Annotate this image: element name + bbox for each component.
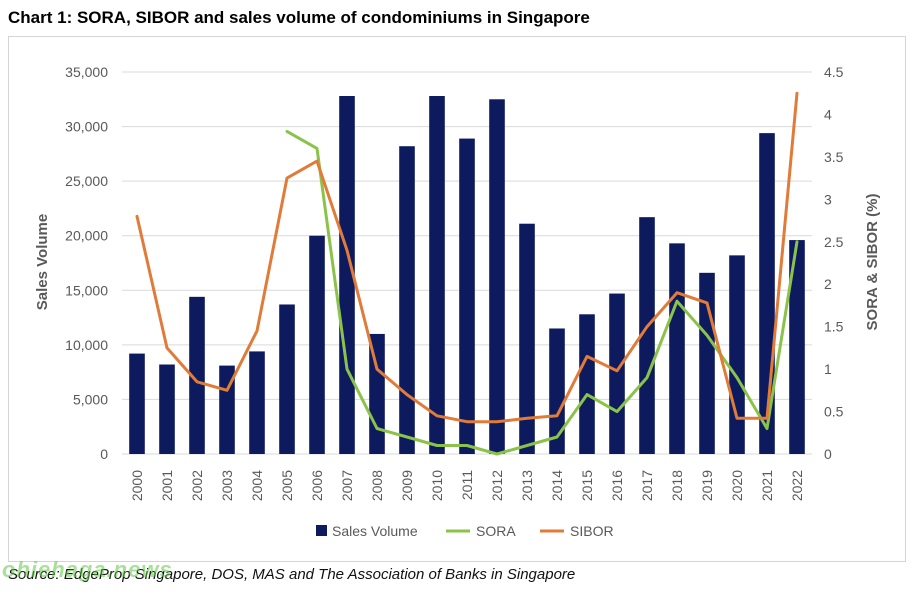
x-tick-label: 2006 xyxy=(309,470,325,501)
bar-sales-volume xyxy=(429,96,445,455)
y2-tick-label: 0.5 xyxy=(824,404,844,420)
y2-tick-label: 1 xyxy=(824,361,832,377)
x-tick-label: 2000 xyxy=(129,470,145,501)
bar-sales-volume xyxy=(399,146,415,454)
bar-sales-volume xyxy=(669,243,685,454)
bar-sales-volume xyxy=(129,353,145,454)
x-tick-label: 2011 xyxy=(459,470,475,500)
y2-tick-label: 3 xyxy=(824,191,832,207)
bar-sales-volume xyxy=(609,293,625,454)
source-note: Source: EdgeProp Singapore, DOS, MAS and… xyxy=(8,566,576,583)
bar-sales-volume xyxy=(519,223,535,454)
x-tick-label: 2005 xyxy=(279,470,295,501)
y-tick-label: 20,000 xyxy=(65,228,108,244)
x-tick-label: 2002 xyxy=(189,470,205,501)
x-tick-label: 2008 xyxy=(369,470,385,501)
y2-tick-label: 3.5 xyxy=(824,149,844,165)
chart-title: Chart 1: SORA, SIBOR and sales volume of… xyxy=(8,8,590,27)
y-tick-label: 25,000 xyxy=(65,173,108,189)
y2-tick-label: 4 xyxy=(824,106,832,122)
bar-sales-volume xyxy=(549,328,565,454)
bar-sales-volume xyxy=(459,138,475,454)
legend-label-sora: SORA xyxy=(476,523,516,539)
x-tick-label: 2021 xyxy=(759,470,775,501)
bar-sales-volume xyxy=(159,364,175,454)
x-tick-label: 2014 xyxy=(549,470,565,501)
x-tick-label: 2018 xyxy=(669,470,685,501)
x-tick-label: 2022 xyxy=(789,470,805,501)
y-tick-label: 30,000 xyxy=(65,119,108,135)
y-tick-label: 10,000 xyxy=(65,337,108,353)
y-axis-title: Sales Volume xyxy=(34,214,51,310)
x-tick-label: 2003 xyxy=(219,470,235,501)
x-tick-label: 2012 xyxy=(489,470,505,501)
x-tick-label: 2015 xyxy=(579,470,595,501)
bar-sales-volume xyxy=(189,296,205,454)
bar-sales-volume xyxy=(279,304,295,454)
y2-tick-label: 4.5 xyxy=(824,64,844,80)
y-tick-label: 35,000 xyxy=(65,64,108,80)
y2-tick-label: 1.5 xyxy=(824,319,844,335)
x-tick-label: 2007 xyxy=(339,470,355,501)
bar-sales-volume xyxy=(489,99,505,455)
x-tick-label: 2004 xyxy=(249,470,265,501)
x-tick-label: 2010 xyxy=(429,470,445,501)
legend-label-sibor: SIBOR xyxy=(570,523,614,539)
x-tick-label: 2016 xyxy=(609,470,625,501)
x-tick-label: 2020 xyxy=(729,470,745,501)
x-tick-label: 2013 xyxy=(519,470,535,501)
legend-swatch-sales-volume xyxy=(316,525,327,536)
x-tick-label: 2009 xyxy=(399,470,415,501)
bar-sales-volume xyxy=(579,314,595,454)
bar-sales-volume xyxy=(249,351,265,454)
x-tick-label: 2019 xyxy=(699,470,715,501)
y2-tick-label: 2.5 xyxy=(824,234,844,250)
x-tick-label: 2001 xyxy=(159,470,175,501)
x-tick-label: 2017 xyxy=(639,470,655,501)
y-tick-label: 0 xyxy=(100,446,108,462)
y-tick-label: 5,000 xyxy=(73,391,108,407)
y-tick-label: 15,000 xyxy=(65,282,108,298)
legend-label-sales-volume: Sales Volume xyxy=(332,523,418,539)
chart-frame xyxy=(8,36,906,562)
bar-sales-volume xyxy=(789,240,805,454)
line-sora xyxy=(285,129,799,456)
y2-axis-title: SORA & SIBOR (%) xyxy=(864,194,881,331)
line-sibor xyxy=(135,91,799,424)
bar-sales-volume xyxy=(309,235,325,454)
bar-sales-volume xyxy=(639,217,655,454)
bar-sales-volume xyxy=(729,255,745,454)
bar-sales-volume xyxy=(339,96,355,455)
y2-tick-label: 0 xyxy=(824,446,832,462)
y2-tick-label: 2 xyxy=(824,276,832,292)
